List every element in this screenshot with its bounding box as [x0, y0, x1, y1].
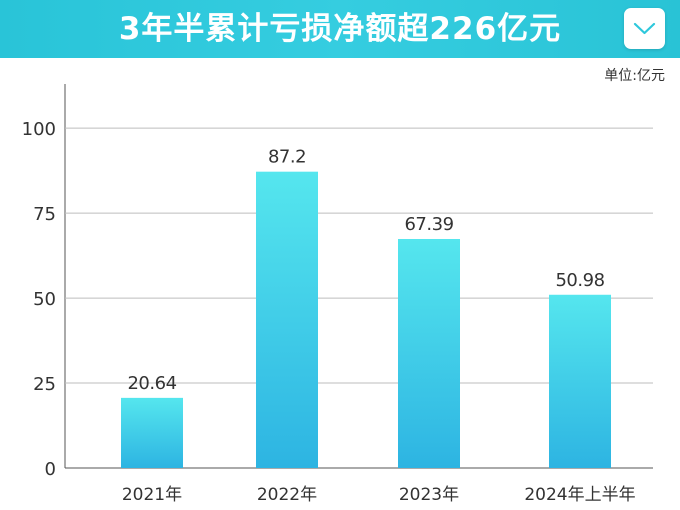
- x-tick-label: 2021年: [122, 485, 182, 505]
- x-tick-label: 2024年上半年: [524, 485, 635, 505]
- x-tick-label: 2023年: [399, 485, 459, 505]
- y-tick-label: 75: [33, 204, 56, 225]
- y-tick-label: 25: [33, 374, 56, 395]
- y-tick-label: 0: [45, 459, 56, 480]
- y-tick-label: 50: [33, 289, 56, 310]
- bar-value-label: 87.2: [268, 147, 306, 168]
- bar: [256, 171, 318, 469]
- unit-label: 单位:亿元: [604, 68, 665, 84]
- bar-value-label: 50.98: [555, 270, 604, 291]
- chevron-down-icon: [633, 22, 656, 35]
- bar-value-label: 20.64: [127, 373, 176, 394]
- bar-value-label: 67.39: [404, 214, 453, 235]
- bar: [549, 294, 611, 468]
- collapse-button[interactable]: [624, 8, 665, 49]
- x-tick-label: 2022年: [257, 485, 317, 505]
- title-banner: [0, 0, 680, 58]
- bar: [398, 238, 460, 468]
- chart-title: 3年半累计亏损净额超226亿元: [118, 11, 562, 47]
- y-tick-label: 100: [22, 119, 56, 140]
- bar: [121, 397, 183, 468]
